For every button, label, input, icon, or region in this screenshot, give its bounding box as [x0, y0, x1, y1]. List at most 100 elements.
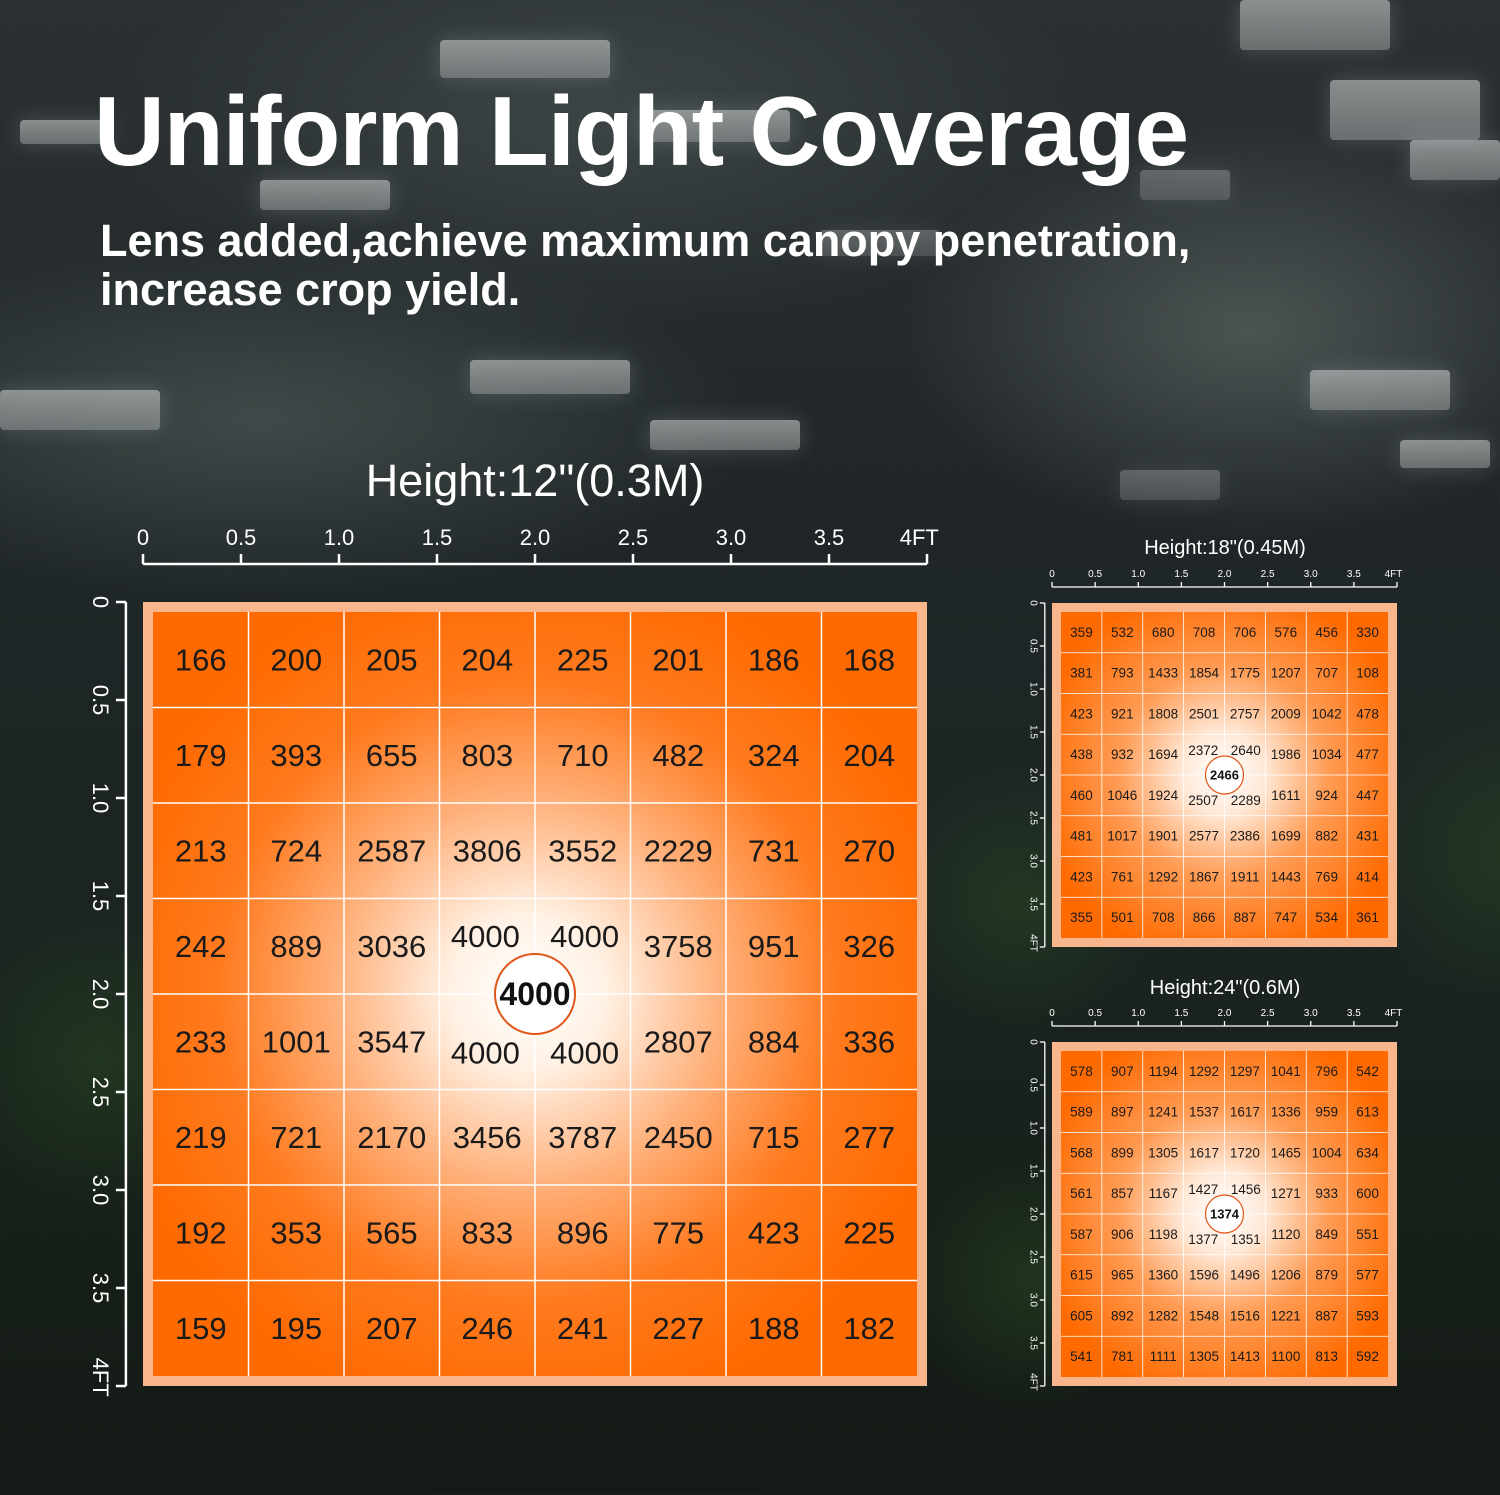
heatmap-cell-value: 710 — [557, 738, 609, 773]
heatmap-cell-value: 1004 — [1312, 1145, 1343, 1160]
y-axis-tick-label: 3.5 — [1027, 897, 1038, 911]
heatmap-cell-value: 1377 — [1188, 1232, 1218, 1247]
heatmap-cell-value: 899 — [1111, 1145, 1134, 1160]
heatmap-cell-value: 1854 — [1189, 666, 1220, 681]
heatmap-cell-value: 359 — [1070, 625, 1093, 640]
page-subtitle: Lens added,achieve maximum canopy penetr… — [100, 216, 1350, 314]
heatmap-cell-value: 1465 — [1271, 1145, 1301, 1160]
heatmap-cell-value: 1548 — [1189, 1308, 1219, 1323]
x-axis-tick-label: 1.5 — [1174, 1008, 1188, 1019]
x-axis-tick-label: 2.5 — [1261, 569, 1275, 580]
heatmap-cell-value: 769 — [1315, 869, 1338, 884]
heatmap-cell-value: 534 — [1315, 910, 1338, 925]
y-axis-tick-label: 2.0 — [1027, 768, 1038, 782]
heatmap-cell-value: 1986 — [1271, 747, 1301, 762]
heatmap-cell-value: 2170 — [357, 1120, 426, 1155]
subtitle-line-2: increase crop yield. — [100, 264, 521, 315]
heatmap-cell-value: 1617 — [1189, 1145, 1219, 1160]
chart-title-18in: Height:18"(0.45M) — [1144, 537, 1306, 559]
heatmap-cell-value: 2507 — [1188, 793, 1218, 808]
heatmap-cell-value: 1194 — [1149, 1064, 1179, 1079]
heatmap-cell-value: 1046 — [1107, 788, 1137, 803]
heatmap-cell-value: 3036 — [357, 929, 426, 964]
heatmap-cell-value: 1867 — [1189, 869, 1219, 884]
center-peak-circle — [1204, 1194, 1245, 1234]
heatmap-cell-value: 227 — [652, 1311, 704, 1346]
heatmap-cell-value: 4000 — [550, 919, 619, 954]
heatmap-cell-value: 813 — [1315, 1349, 1338, 1364]
heatmap-cell-value: 1901 — [1148, 829, 1178, 844]
heatmap-cell-value: 3758 — [644, 929, 713, 964]
heatmap-cell-value: 1694 — [1148, 747, 1179, 762]
heatmap-cell-value: 761 — [1111, 869, 1134, 884]
y-axis-tick-label: 3.0 — [1027, 1293, 1038, 1307]
heatmap-cell-value: 680 — [1152, 625, 1175, 640]
heatmap-cell-value: 182 — [843, 1311, 895, 1346]
heatmap-cell-value: 921 — [1111, 706, 1134, 721]
heatmap-cell-value: 897 — [1111, 1105, 1134, 1120]
heatmap-cell-value: 605 — [1070, 1308, 1093, 1323]
heatmap-cell-value: 270 — [843, 833, 895, 868]
heatmap-cell-value: 1699 — [1271, 829, 1301, 844]
heatmap-cell-value: 1911 — [1230, 869, 1259, 884]
heatmap-cell-value: 707 — [1315, 666, 1338, 681]
y-axis-tick-label: 1.5 — [1027, 725, 1038, 739]
heatmap-cell-value: 561 — [1070, 1186, 1093, 1201]
heatmap-cell-value: 501 — [1111, 910, 1134, 925]
chart-title-24in: Height:24"(0.6M) — [1149, 977, 1301, 999]
y-axis-tick-label: 3.0 — [88, 1175, 113, 1206]
heatmap-cell-value: 959 — [1315, 1105, 1338, 1120]
heatmap-cell-value: 1221 — [1271, 1308, 1301, 1323]
heatmap-cell-value: 715 — [748, 1120, 800, 1155]
heatmap-cell-value: 4000 — [451, 1036, 520, 1071]
heatmap-24in: 578 907 1194 1292 1297 1041 796 542 589 897 1241 15… — [1027, 1008, 1402, 1391]
heatmap-cell-value: 1100 — [1271, 1349, 1300, 1364]
heatmap-cell-value: 205 — [366, 642, 418, 677]
heatmap-cell-value: 481 — [1070, 829, 1093, 844]
heatmap-cell-value: 393 — [270, 738, 322, 773]
y-axis-tick-label: 0 — [1027, 600, 1038, 606]
heatmap-cell-value: 213 — [175, 833, 227, 868]
heatmap-cell-value: 1596 — [1189, 1268, 1219, 1283]
heatmap-cell-value: 1516 — [1230, 1308, 1260, 1323]
heatmap-cell-value: 336 — [843, 1024, 895, 1059]
heatmap-cell-value: 1282 — [1148, 1308, 1178, 1323]
heatmap-cell-value: 2587 — [357, 833, 426, 868]
heatmap-cell-value: 587 — [1070, 1227, 1093, 1242]
heatmap-cell-value: 857 — [1111, 1186, 1134, 1201]
heatmap-cell-value: 724 — [270, 833, 322, 868]
heatmap-cell-value: 833 — [461, 1215, 513, 1250]
heatmap-cell-value: 589 — [1070, 1105, 1093, 1120]
y-axis-tick-label: 2.5 — [1027, 1250, 1038, 1264]
heatmap-cell-value: 887 — [1234, 910, 1257, 925]
heatmap-cell-value: 2289 — [1231, 793, 1261, 808]
heatmap-cell-value: 708 — [1152, 910, 1175, 925]
heatmap-cell-value: 1360 — [1148, 1268, 1178, 1283]
heatmap-cell-value: 179 — [175, 738, 227, 773]
heatmap-cell-value: 423 — [1070, 869, 1093, 884]
heatmap-cell-value: 1496 — [1230, 1268, 1260, 1283]
x-axis-tick-label: 1.0 — [1131, 569, 1145, 580]
x-axis-tick-label: 4FT — [1385, 1008, 1403, 1019]
y-axis-tick-label: 3.5 — [88, 1273, 113, 1304]
heatmap-cell-value: 2577 — [1189, 829, 1219, 844]
heatmap-cell-value: 324 — [748, 738, 800, 773]
heatmap-cell-value: 551 — [1356, 1227, 1379, 1242]
heatmap-cell-value: 2386 — [1230, 829, 1260, 844]
heatmap-cell-value: 1305 — [1189, 1349, 1219, 1364]
y-axis-tick-label: 0.5 — [1027, 639, 1038, 653]
heatmap-cell-value: 423 — [1070, 706, 1093, 721]
x-axis-tick-label: 3.5 — [814, 525, 845, 550]
heatmap-cell-value: 478 — [1356, 706, 1379, 721]
heatmap-cell-value: 882 — [1315, 829, 1338, 844]
x-axis-tick-label: 1.5 — [1174, 569, 1188, 580]
heatmap-cell-value: 1207 — [1271, 666, 1301, 681]
heatmap-cell-value: 200 — [270, 642, 322, 677]
heatmap-cell-value: 159 — [175, 1311, 227, 1346]
heatmap-cell-value: 1413 — [1230, 1349, 1260, 1364]
heatmap-cell-value: 593 — [1356, 1308, 1379, 1323]
heatmap-cell-value: 803 — [461, 738, 513, 773]
y-axis-tick-label: 0.5 — [88, 685, 113, 716]
heatmap-cell-value: 932 — [1111, 747, 1134, 762]
heatmap-cell-value: 849 — [1315, 1227, 1338, 1242]
